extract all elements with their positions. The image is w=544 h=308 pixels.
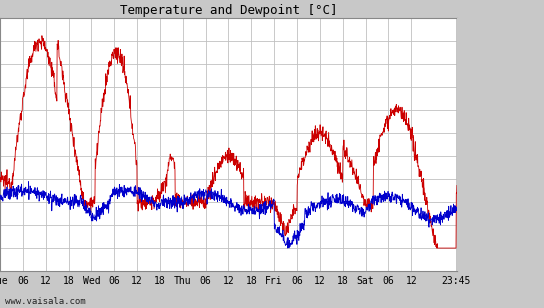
Title: Temperature and Dewpoint [°C]: Temperature and Dewpoint [°C] [120,4,337,17]
Text: www.vaisala.com: www.vaisala.com [5,298,86,306]
